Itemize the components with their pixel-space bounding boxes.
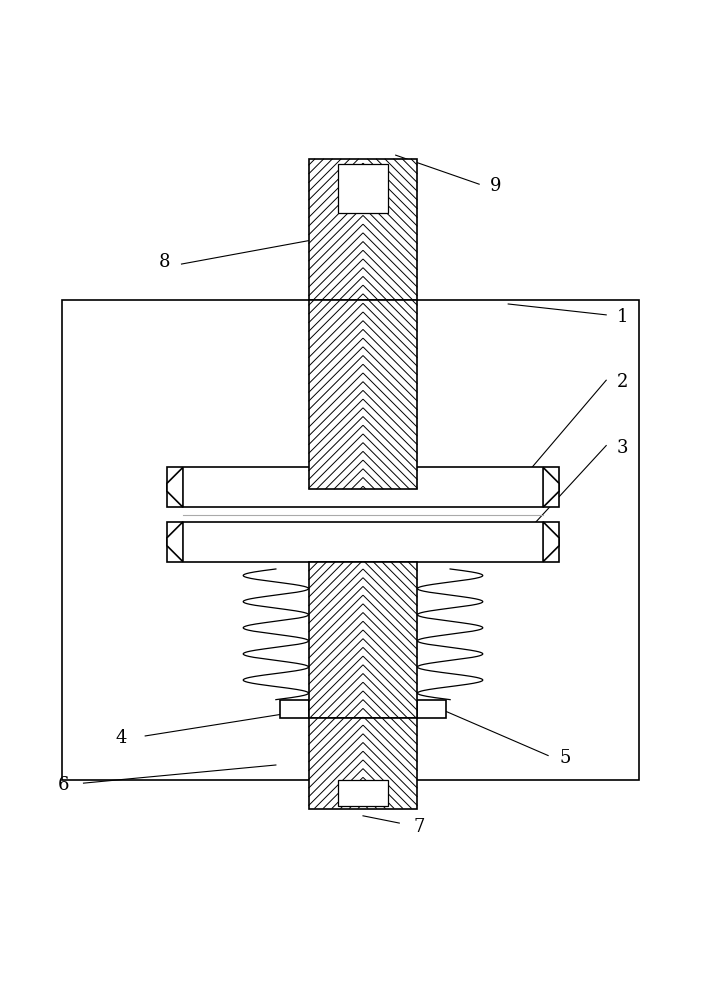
Text: 2: 2: [617, 373, 629, 391]
Polygon shape: [167, 467, 183, 507]
Text: 9: 9: [490, 177, 502, 195]
Polygon shape: [167, 522, 559, 562]
Text: 8: 8: [159, 253, 171, 271]
Polygon shape: [309, 300, 417, 489]
Polygon shape: [309, 562, 417, 718]
Polygon shape: [417, 700, 446, 718]
Polygon shape: [309, 718, 417, 809]
Text: 7: 7: [414, 818, 425, 836]
Polygon shape: [62, 300, 639, 780]
Polygon shape: [309, 159, 417, 300]
Polygon shape: [167, 522, 183, 562]
Polygon shape: [543, 467, 559, 507]
Text: 5: 5: [559, 749, 571, 767]
Text: 4: 4: [115, 729, 127, 747]
Text: 3: 3: [617, 439, 629, 457]
Text: 6: 6: [57, 776, 69, 794]
Polygon shape: [543, 522, 559, 562]
Text: 1: 1: [617, 308, 629, 326]
Polygon shape: [338, 780, 388, 806]
Polygon shape: [167, 467, 559, 507]
Polygon shape: [280, 700, 309, 718]
Polygon shape: [338, 164, 388, 213]
